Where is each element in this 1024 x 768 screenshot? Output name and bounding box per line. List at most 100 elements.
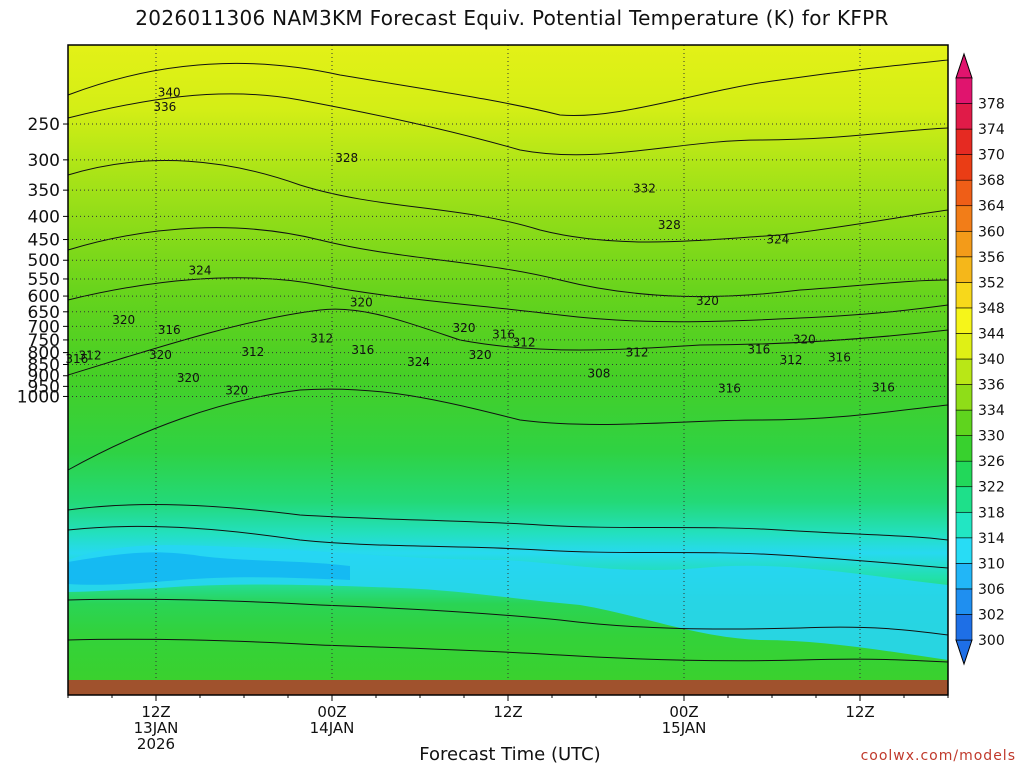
chart-title: 2026011306 NAM3KM Forecast Equiv. Potent… [135, 6, 889, 30]
y-tick-label: 400 [28, 207, 60, 227]
y-tick-label: 300 [28, 151, 60, 171]
y-tick-label: 850 [28, 356, 60, 376]
contour-label: 336 [153, 100, 176, 114]
contour-label: 312 [626, 346, 649, 360]
contour-label: 308 [587, 367, 610, 381]
y-tick-label: 350 [28, 181, 60, 201]
colorbar-swatch [955, 460, 973, 488]
colorbar-swatch [955, 435, 973, 462]
y-tick-label: 900 [28, 367, 60, 387]
colorbar-swatch [955, 588, 973, 615]
contour-label: 312 [241, 345, 264, 359]
colorbar-swatch [955, 358, 973, 385]
colorbar-swatch [955, 128, 973, 155]
colorbar-label: 330 [978, 429, 1005, 445]
colorbar-swatch [955, 333, 973, 360]
colorbar-swatch [955, 154, 973, 181]
contour-label: 324 [407, 355, 430, 369]
y-tick-label: 750 [28, 331, 60, 351]
contour-label: 320 [225, 383, 248, 397]
colorbar-swatch [955, 205, 973, 232]
contour-label: 316 [828, 350, 851, 364]
colorbar-swatch [955, 537, 973, 564]
colorbar-label: 344 [978, 326, 1005, 342]
colorbar-label: 364 [978, 199, 1005, 215]
contour-label: 312 [79, 349, 102, 363]
y-tick-label: 600 [28, 287, 60, 307]
x-axis-label: Forecast Time (UTC) [419, 744, 601, 765]
colorbar-swatch [955, 103, 973, 130]
colorbar-swatch [955, 563, 973, 590]
y-tick-label: 950 [28, 377, 60, 397]
x-tick-label: 00Z [317, 703, 346, 721]
x-tick-label: 00Z [669, 703, 698, 721]
contour-line [67, 638, 949, 663]
contour-label: 320 [177, 371, 200, 385]
colorbar-swatch [955, 486, 973, 513]
colorbar-label: 368 [978, 173, 1005, 189]
x-tick-label: 12Z [493, 703, 522, 721]
contour-label: 312 [780, 353, 803, 367]
contour-line [67, 160, 949, 243]
colorbar-label: 310 [978, 556, 1005, 572]
colorbar-label: 360 [978, 224, 1005, 240]
contour-line [67, 388, 949, 471]
colorbar-swatch [955, 256, 973, 283]
colorbar-label: 356 [978, 250, 1005, 266]
contour-line [67, 277, 949, 323]
contour-label: 312 [513, 336, 536, 350]
contour-label: 316 [872, 380, 895, 394]
x-tick-label: 2026 [137, 735, 175, 753]
colorbar-top-arrow [955, 52, 973, 79]
contour-line [67, 598, 949, 636]
colorbar-label: 306 [978, 582, 1005, 598]
contour-label: 320 [469, 348, 492, 362]
contour-label: 340 [158, 86, 181, 100]
contour-line [67, 504, 949, 541]
colorbar-label: 352 [978, 275, 1005, 291]
contour-label: 316 [747, 343, 770, 357]
contour-label: 316 [492, 328, 515, 342]
contour-line [67, 525, 949, 569]
x-tick-label: 13JAN [134, 719, 179, 737]
coldest-layer-band [68, 552, 350, 585]
colorbar-label: 322 [978, 480, 1005, 496]
colorbar-bottom-arrow [955, 639, 973, 666]
contour-line [67, 93, 949, 156]
colorbar-label: 334 [978, 403, 1005, 419]
colorbar-swatch [955, 230, 973, 258]
ground-strip [68, 680, 948, 695]
colorbar-swatch [955, 384, 973, 411]
colorbar-swatch [955, 409, 973, 436]
colorbar-label: 374 [978, 122, 1005, 138]
colorbar-label: 340 [978, 352, 1005, 368]
colorbar-label: 336 [978, 378, 1005, 394]
colorbar-label: 314 [978, 531, 1005, 547]
credit-text: coolwx.com/models [860, 748, 1016, 764]
contour-label: 328 [658, 218, 681, 232]
colorbar-swatch [955, 511, 973, 539]
colorbar-label: 326 [978, 454, 1005, 470]
colorbar-swatch [955, 614, 973, 641]
y-tick-label: 1000 [17, 387, 60, 407]
y-tick-label: 700 [28, 317, 60, 337]
colorbar-swatch [955, 307, 973, 334]
x-tick-label: 15JAN [662, 719, 707, 737]
contour-label: 320 [453, 321, 476, 335]
contour-label: 320 [149, 348, 172, 362]
colorbar-swatch [955, 282, 973, 309]
y-tick-label: 250 [28, 115, 60, 135]
contour-label: 328 [335, 151, 358, 165]
contour-label: 316 [718, 381, 741, 395]
contour-label: 324 [189, 264, 212, 278]
colorbar-label: 302 [978, 607, 1005, 623]
x-tick-label: 14JAN [310, 719, 355, 737]
colorbar-label: 318 [978, 505, 1005, 521]
y-tick-label: 450 [28, 231, 60, 251]
contour-label: 312 [310, 332, 333, 346]
contour-label: 332 [633, 181, 656, 195]
y-tick-label: 500 [28, 251, 60, 271]
contour-line [67, 59, 949, 117]
y-tick-label: 650 [28, 303, 60, 323]
